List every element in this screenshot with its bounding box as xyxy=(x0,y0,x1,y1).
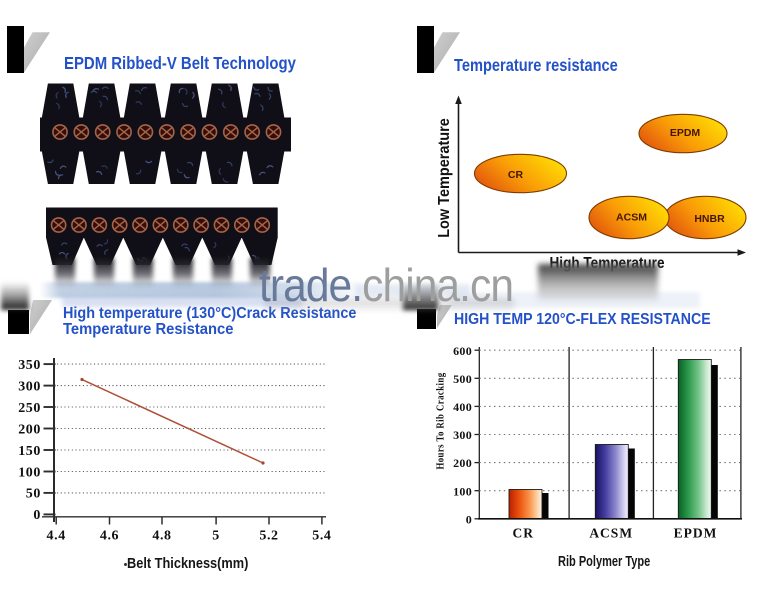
svg-text:EPDM: EPDM xyxy=(674,526,718,541)
svg-text:300: 300 xyxy=(18,379,41,394)
svg-text:4.4: 4.4 xyxy=(47,529,66,544)
svg-text:EPDM: EPDM xyxy=(670,127,701,139)
svg-text:300: 300 xyxy=(453,428,472,442)
svg-text:5.2: 5.2 xyxy=(259,529,278,544)
svg-text:5: 5 xyxy=(212,529,220,544)
svg-text:350: 350 xyxy=(18,358,41,373)
svg-text:400: 400 xyxy=(453,400,472,414)
svg-text:500: 500 xyxy=(453,372,472,386)
svg-text:600: 600 xyxy=(453,344,472,358)
svg-text:HNBR: HNBR xyxy=(694,213,725,225)
svg-text:0: 0 xyxy=(466,512,472,526)
svg-text:CR: CR xyxy=(513,526,535,541)
svg-text:100: 100 xyxy=(18,465,41,480)
svg-text:50: 50 xyxy=(26,487,41,502)
svg-text:5.4: 5.4 xyxy=(312,529,331,544)
svg-text:250: 250 xyxy=(18,401,41,416)
svg-text:ACSM: ACSM xyxy=(589,526,633,541)
svg-text:200: 200 xyxy=(18,422,41,437)
svg-text:4.8: 4.8 xyxy=(152,529,171,544)
svg-text:CR: CR xyxy=(508,169,524,181)
svg-text:4.6: 4.6 xyxy=(100,529,119,544)
svg-text:ACSM: ACSM xyxy=(616,212,647,224)
svg-text:100: 100 xyxy=(453,484,472,498)
svg-text:200: 200 xyxy=(453,456,472,470)
svg-text:150: 150 xyxy=(18,444,41,459)
svg-text:0: 0 xyxy=(33,508,41,523)
